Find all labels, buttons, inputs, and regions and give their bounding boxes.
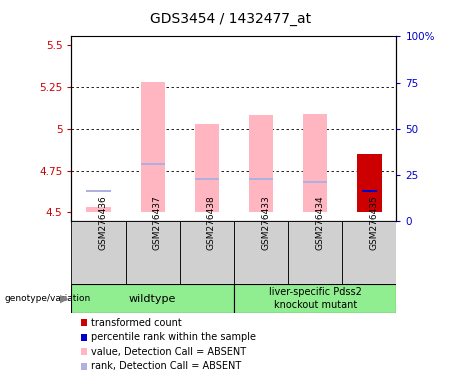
Bar <box>234 284 396 313</box>
Bar <box>249 115 273 212</box>
Bar <box>357 154 382 212</box>
Text: GSM276433: GSM276433 <box>261 195 270 250</box>
Text: GDS3454 / 1432477_at: GDS3454 / 1432477_at <box>150 12 311 25</box>
Text: GSM276434: GSM276434 <box>315 195 324 250</box>
Text: percentile rank within the sample: percentile rank within the sample <box>91 332 256 342</box>
Bar <box>86 190 111 192</box>
Text: transformed count: transformed count <box>91 318 182 328</box>
Bar <box>71 284 234 313</box>
Bar <box>234 221 288 284</box>
Bar <box>362 190 377 192</box>
Text: GSM276437: GSM276437 <box>153 195 162 250</box>
Text: GSM276435: GSM276435 <box>369 195 378 250</box>
Text: value, Detection Call = ABSENT: value, Detection Call = ABSENT <box>91 347 246 357</box>
Text: liver-specific Pdss2
knockout mutant: liver-specific Pdss2 knockout mutant <box>269 287 361 310</box>
Text: ▶: ▶ <box>60 293 68 304</box>
Bar <box>125 221 180 284</box>
Bar <box>141 163 165 165</box>
Text: GSM276436: GSM276436 <box>99 195 107 250</box>
Bar <box>303 181 327 183</box>
Bar <box>180 221 234 284</box>
Bar <box>141 82 165 212</box>
Bar <box>288 221 342 284</box>
Text: rank, Detection Call = ABSENT: rank, Detection Call = ABSENT <box>91 361 242 371</box>
Bar <box>303 114 327 212</box>
Bar <box>249 178 273 180</box>
Bar <box>71 221 125 284</box>
Bar <box>195 124 219 212</box>
Bar <box>86 207 111 212</box>
Bar <box>195 178 219 180</box>
Text: GSM276438: GSM276438 <box>207 195 216 250</box>
Text: wildtype: wildtype <box>129 293 177 304</box>
Bar <box>342 221 396 284</box>
Text: genotype/variation: genotype/variation <box>5 294 91 303</box>
